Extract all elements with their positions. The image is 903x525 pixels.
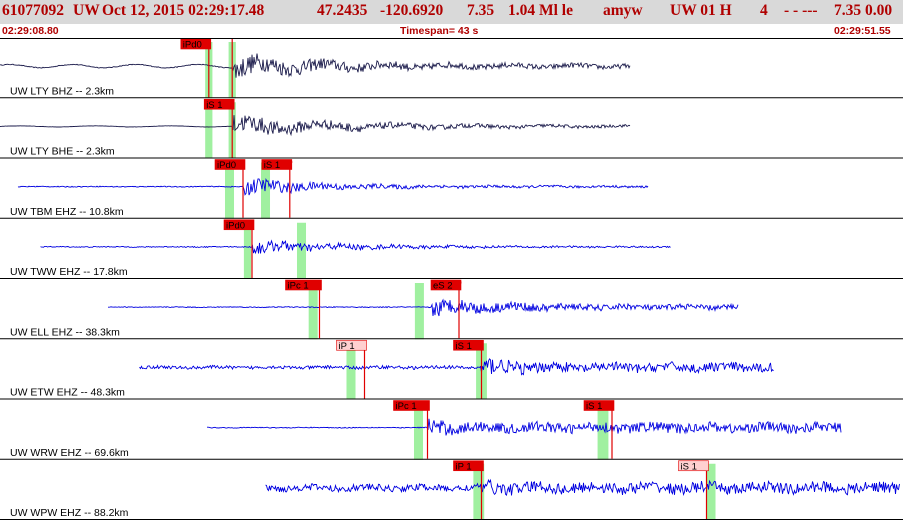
pick-residual-bar: [308, 283, 318, 340]
pick-arrival-dot: [287, 159, 293, 165]
trace-panel[interactable]: iPd0 UW LTY BHZ -- 2.3km iS 1 UW LTY BHE --…: [0, 38, 903, 520]
pick-label: iS 1: [586, 401, 602, 412]
pick-label-box[interactable]: [453, 460, 484, 472]
waveform-trace[interactable]: [17, 177, 649, 196]
channel-label: UW LTY BHE -- 2.3km: [10, 146, 115, 158]
pick-label-box[interactable]: [678, 460, 709, 472]
pick-label-box[interactable]: [261, 159, 293, 170]
timeline-bar: 02:29:08.80 Timespan= 43 s 02:29:51.55: [0, 24, 903, 38]
channel-label: UW TWW EHZ -- 17.8km: [10, 266, 128, 278]
event-network: UW: [73, 2, 100, 19]
pick-label-box[interactable]: [214, 159, 246, 170]
event-latitude: 47.2435: [317, 2, 368, 19]
event-datetime: Oct 12, 2015 02:29:17.48: [102, 2, 265, 19]
event-flags: - - ---: [784, 2, 818, 19]
pick-residual-bar: [414, 283, 424, 340]
pick-label-box[interactable]: [336, 339, 367, 351]
channel-label: UW WRW EHZ -- 69.6km: [10, 447, 129, 459]
channel-label: UW LTY BHZ -- 2.3km: [10, 85, 114, 97]
waveform-trace[interactable]: [108, 298, 739, 317]
pick-residual-bar: [243, 222, 252, 279]
event-id: 61077092: [2, 2, 64, 19]
pick-label: iP 1: [456, 461, 472, 472]
pick-residual-bar: [260, 162, 271, 219]
pick-residual-bar: [413, 403, 424, 460]
pick-label: eS 2: [433, 281, 453, 292]
pick-label: iPd0: [217, 160, 236, 171]
channel-label: UW WPW EHZ -- 88.2km: [10, 507, 129, 519]
pick-label: iPc 1: [288, 281, 309, 292]
pick-label: iPc 1: [396, 401, 417, 412]
pick-label-box[interactable]: [223, 219, 255, 231]
pick-label: iS 1: [264, 160, 280, 171]
pick-label-box[interactable]: [285, 279, 322, 291]
waveform-trace[interactable]: [207, 418, 842, 436]
pick-residual-bar: [296, 222, 307, 279]
event-code: 4: [760, 2, 768, 19]
event-extra: 7.35 0.00: [834, 2, 893, 19]
waveform-trace[interactable]: [0, 53, 631, 78]
pick-label-box[interactable]: [203, 98, 235, 110]
waveform-trace[interactable]: [139, 358, 774, 376]
pick-label: iP 1: [339, 341, 355, 352]
pick-label-box[interactable]: [583, 400, 615, 411]
channel-label: UW ETW EHZ -- 48.3km: [10, 387, 125, 399]
event-summary-line: 61077092 UW Oct 12, 2015 02:29:17.48 47.…: [2, 2, 901, 21]
pick-residual-bar: [597, 403, 609, 460]
pick-label: iS 1: [206, 100, 222, 111]
timespan-label: Timespan= 43 s: [400, 25, 479, 37]
channel-label: UW ELL EHZ -- 38.3km: [10, 326, 120, 338]
event-author: amyw: [603, 2, 643, 19]
event-source: UW 01 H: [670, 2, 732, 19]
pick-label: iS 1: [456, 341, 472, 352]
pick-label: iPd0: [226, 220, 245, 231]
event-longitude: -120.6920: [380, 2, 444, 19]
end-time: 02:29:51.55: [834, 25, 891, 37]
trace-canvas[interactable]: iPd0 UW LTY BHZ -- 2.3km iS 1 UW LTY BHE --…: [0, 38, 903, 520]
waveform-trace[interactable]: [265, 478, 900, 497]
channel-label: UW TBM EHZ -- 10.8km: [10, 206, 124, 218]
pick-label-box[interactable]: [453, 339, 484, 351]
pick-residual-bar: [706, 463, 716, 520]
event-depth: 7.35: [467, 2, 495, 19]
pick-residual-bar: [473, 463, 485, 520]
pick-residual-bar: [346, 343, 356, 400]
pick-label-box[interactable]: [430, 279, 462, 291]
waveform-trace[interactable]: [0, 115, 631, 137]
waveform-trace[interactable]: [40, 239, 671, 255]
pick-arrival-dot: [456, 280, 462, 285]
pick-residual-bar: [224, 162, 235, 219]
event-header: 61077092 UW Oct 12, 2015 02:29:17.48 47.…: [0, 0, 903, 26]
start-time: 02:29:08.80: [2, 25, 59, 37]
pick-label-box[interactable]: [393, 400, 430, 411]
pick-residual-bar: [205, 102, 213, 159]
pick-label: iS 1: [681, 461, 697, 472]
event-magnitude: 1.04 Ml le: [508, 2, 573, 19]
pick-label: iPd0: [183, 40, 202, 51]
